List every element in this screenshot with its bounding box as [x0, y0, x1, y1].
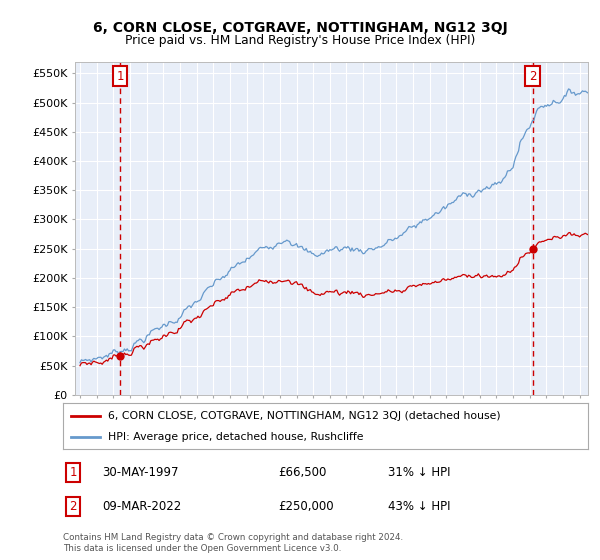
Text: HPI: Average price, detached house, Rushcliffe: HPI: Average price, detached house, Rush… — [107, 432, 363, 442]
Text: 6, CORN CLOSE, COTGRAVE, NOTTINGHAM, NG12 3QJ (detached house): 6, CORN CLOSE, COTGRAVE, NOTTINGHAM, NG1… — [107, 410, 500, 421]
Text: 1: 1 — [116, 69, 124, 83]
Text: £250,000: £250,000 — [278, 500, 334, 513]
Text: 6, CORN CLOSE, COTGRAVE, NOTTINGHAM, NG12 3QJ: 6, CORN CLOSE, COTGRAVE, NOTTINGHAM, NG1… — [92, 21, 508, 35]
Text: 2: 2 — [70, 500, 77, 513]
Text: 09-MAR-2022: 09-MAR-2022 — [103, 500, 182, 513]
Text: 2: 2 — [529, 69, 536, 83]
Text: Contains HM Land Registry data © Crown copyright and database right 2024.
This d: Contains HM Land Registry data © Crown c… — [63, 533, 403, 553]
Text: 30-MAY-1997: 30-MAY-1997 — [103, 466, 179, 479]
Text: 1: 1 — [70, 466, 77, 479]
Text: 31% ↓ HPI: 31% ↓ HPI — [389, 466, 451, 479]
Text: £66,500: £66,500 — [278, 466, 326, 479]
Text: Price paid vs. HM Land Registry's House Price Index (HPI): Price paid vs. HM Land Registry's House … — [125, 34, 475, 46]
Text: 43% ↓ HPI: 43% ↓ HPI — [389, 500, 451, 513]
